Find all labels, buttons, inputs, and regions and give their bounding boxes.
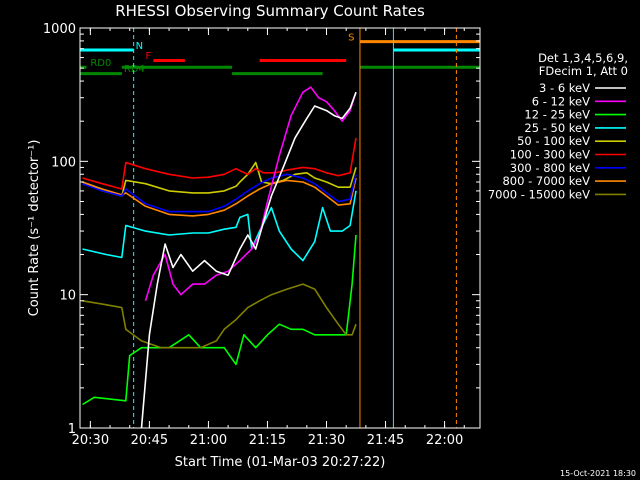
x-tick-label: 21:45 xyxy=(367,433,404,448)
x-tick-label: 21:15 xyxy=(249,433,286,448)
x-tick-label: 20:30 xyxy=(72,433,109,448)
series-line-25-50kev xyxy=(82,190,357,262)
legend-header: Det 1,3,4,5,6,9, xyxy=(538,51,628,65)
legend-label: 3 - 6 keV xyxy=(539,81,590,95)
x-tick-label: 21:30 xyxy=(308,433,345,448)
flag-label-rd0: RD0 xyxy=(90,58,111,69)
observing-flags: NF S RD0 RD4 xyxy=(80,32,480,76)
legend-label: 25 - 50 keV xyxy=(524,121,590,135)
legend-label: 50 - 100 keV xyxy=(517,134,590,148)
series-line-300-800kev xyxy=(82,173,357,213)
y-axis-label: Count Rate (s⁻¹ detector⁻¹) xyxy=(27,140,42,317)
legend: Det 1,3,4,5,6,9,FDecim 1, Att 0 3 - 6 keV… xyxy=(488,51,628,201)
series-line-100-300kev xyxy=(82,137,357,190)
flag-label-n: N xyxy=(136,41,143,52)
y-tick-label: 1000 xyxy=(43,22,76,37)
series-line-800-7000kev xyxy=(82,177,357,217)
legend-label: 800 - 7000 keV xyxy=(502,174,590,188)
legend-label: 7000 - 15000 keV xyxy=(488,187,590,201)
series-line-3-6kev xyxy=(140,91,357,429)
data-series xyxy=(82,86,357,429)
flag-label-f: F xyxy=(145,51,151,62)
series-line-7000-15000kev xyxy=(82,283,357,349)
chart-title: RHESSI Observing Summary Count Rates xyxy=(115,2,425,20)
y-tick-label: 10 xyxy=(59,289,76,304)
plot-frame xyxy=(79,27,481,429)
legend-label: 12 - 25 keV xyxy=(524,108,590,122)
legend-header: FDecim 1, Att 0 xyxy=(539,64,628,78)
y-tick-label: 1 xyxy=(68,422,76,437)
series-line-12-25kev xyxy=(82,234,357,406)
legend-label: 6 - 12 keV xyxy=(532,94,590,108)
x-axis-label: Start Time (01-Mar-03 20:27:22) xyxy=(175,455,386,470)
flag-label-rd4: RD4 xyxy=(124,64,145,75)
axes: 20:30 20:45 21:00 21:15 21:30 21:45 22:00 1 10 10… xyxy=(43,22,480,448)
y-tick-label: 100 xyxy=(51,155,76,170)
legend-label: 100 - 300 keV xyxy=(510,148,590,162)
x-tick-label: 22:00 xyxy=(426,433,463,448)
legend-label: 300 - 800 keV xyxy=(510,161,590,175)
x-tick-label: 21:00 xyxy=(190,433,227,448)
x-tick-label: 20:45 xyxy=(131,433,168,448)
timestamp: 15-Oct-2021 18:30 xyxy=(560,469,636,478)
flag-label-s: S xyxy=(348,32,354,43)
